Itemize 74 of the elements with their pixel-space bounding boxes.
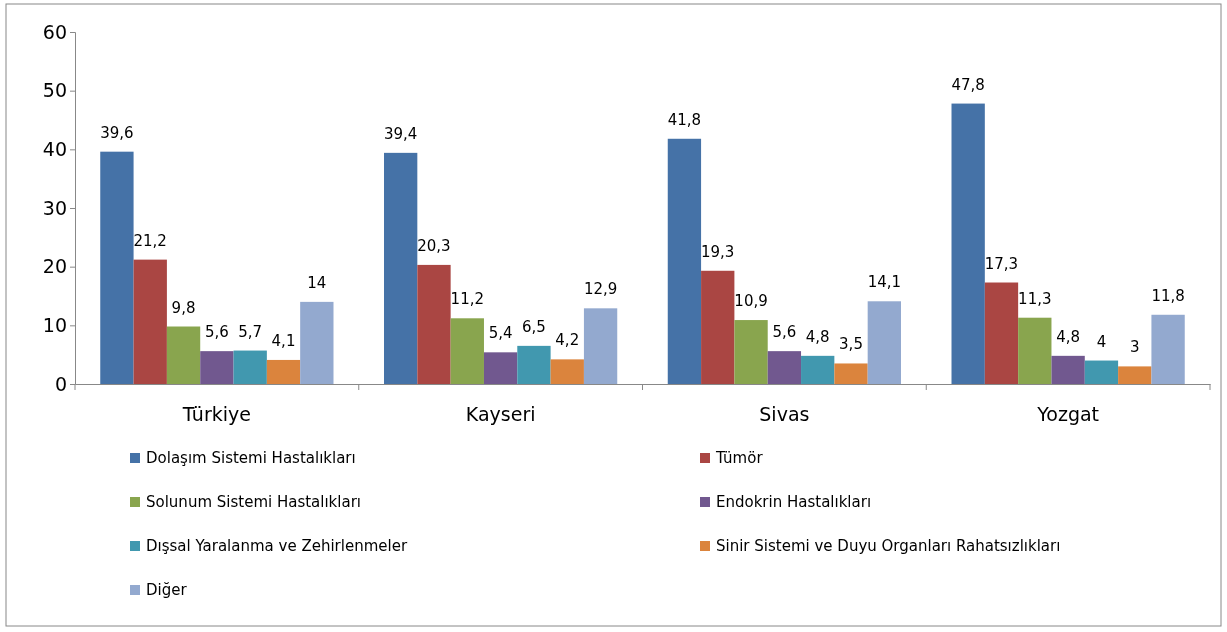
bar — [550, 359, 584, 384]
data-label: 20,3 — [417, 236, 451, 255]
y-tick-label: 50 — [42, 79, 67, 102]
data-label: 14,1 — [867, 273, 902, 292]
bar — [834, 363, 868, 384]
bar — [233, 350, 267, 384]
data-label: 4 — [1096, 332, 1107, 351]
data-label: 6,5 — [522, 317, 546, 336]
bar — [200, 351, 234, 384]
bar — [1151, 314, 1185, 384]
data-label: 17,3 — [984, 254, 1019, 273]
legend-label: Dışsal Yaralanma ve Zehirlenmeler — [146, 537, 408, 555]
bar — [517, 345, 551, 384]
bar — [300, 301, 334, 384]
x-tick-label: Kayseri — [465, 403, 536, 426]
y-tick-label: 10 — [42, 313, 67, 336]
y-tick-label: 30 — [42, 196, 67, 219]
data-label: 9,8 — [171, 298, 196, 317]
data-label: 10,9 — [734, 292, 768, 311]
bar — [483, 352, 518, 384]
data-label: 11,3 — [1018, 289, 1052, 308]
bar — [1018, 317, 1052, 384]
x-tick-label: Yozgat — [1036, 403, 1100, 426]
data-label: 41,8 — [667, 110, 702, 129]
data-label: 21,2 — [133, 231, 167, 250]
bar — [1084, 360, 1119, 384]
bar — [133, 259, 167, 384]
data-label: 5,6 — [772, 323, 797, 342]
data-label: 39,6 — [100, 123, 134, 142]
data-label: 5,6 — [204, 323, 229, 342]
data-label: 4,8 — [1056, 327, 1081, 346]
data-label: 3 — [1129, 338, 1140, 357]
data-label: 11,8 — [1151, 286, 1185, 305]
bar — [667, 138, 702, 384]
bar — [951, 103, 985, 384]
legend-label: Sinir Sistemi ve Duyu Organları Rahatsızlıkları — [716, 537, 1061, 555]
data-label: 4,1 — [271, 331, 296, 350]
bar — [767, 351, 802, 384]
data-label: 47,8 — [951, 75, 985, 94]
legend-label: Endokrin Hastalıkları — [716, 493, 872, 511]
y-tick-label: 0 — [54, 372, 67, 395]
data-label: 4,8 — [805, 327, 830, 346]
data-label: 3,5 — [839, 335, 863, 354]
legend-label: Diğer — [146, 581, 188, 599]
legend-label: Solunum Sistemi Hastalıkları — [146, 493, 362, 511]
bar — [450, 318, 484, 384]
bar — [100, 151, 134, 384]
bar — [867, 301, 901, 384]
data-label: 39,4 — [383, 124, 418, 143]
data-label: 11,2 — [450, 290, 485, 309]
data-label: 12,9 — [583, 280, 618, 299]
x-tick-label: Türkiye — [181, 403, 251, 426]
bar — [166, 326, 201, 384]
bar — [801, 355, 835, 384]
bar — [701, 270, 735, 384]
y-tick-label: 40 — [42, 137, 67, 160]
data-label: 5,4 — [488, 324, 513, 343]
legend-label: Tümör — [715, 449, 764, 467]
data-label: 4,2 — [555, 331, 580, 350]
legend-label: Dolaşım Sistemi Hastalıkları — [146, 449, 356, 467]
bar — [1051, 355, 1085, 384]
x-tick-label: Sivas — [759, 403, 810, 426]
bar — [984, 282, 1019, 384]
data-label: 5,7 — [238, 322, 263, 341]
bar — [1118, 366, 1152, 384]
data-label: 14 — [307, 273, 327, 292]
bar — [384, 152, 418, 384]
y-tick-label: 20 — [42, 255, 67, 278]
data-label: 19,3 — [701, 242, 735, 261]
y-tick-label: 60 — [42, 20, 67, 43]
bar — [266, 359, 301, 384]
bar — [734, 320, 768, 384]
bar — [417, 264, 451, 384]
bar — [583, 308, 618, 384]
